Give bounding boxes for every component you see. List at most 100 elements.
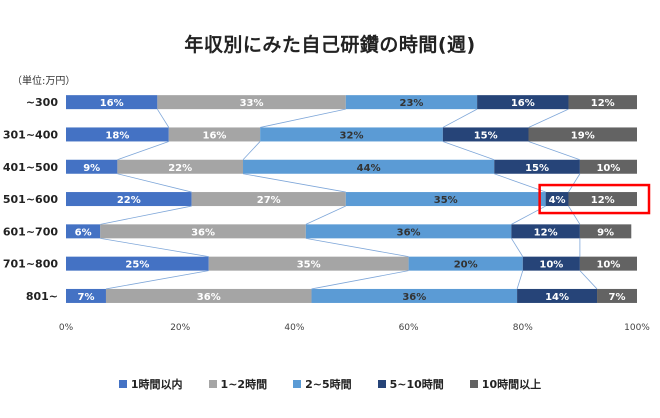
series-line bbox=[117, 173, 192, 193]
bar-segment bbox=[66, 159, 118, 174]
data-label: 6% bbox=[75, 227, 92, 238]
chart-title: 年収別にみた自己研鑽の時間(週) bbox=[184, 34, 476, 56]
legend-item: 1~2時間 bbox=[208, 376, 267, 392]
series-line bbox=[579, 270, 598, 290]
bar-segment bbox=[477, 95, 569, 110]
data-label: 10% bbox=[596, 260, 620, 271]
bar-segment bbox=[568, 95, 637, 110]
bar-segment bbox=[511, 224, 580, 239]
data-label: 36% bbox=[197, 292, 221, 303]
bar-segment bbox=[100, 224, 306, 239]
data-label: 9% bbox=[83, 163, 100, 174]
series-line bbox=[100, 237, 209, 258]
bar-segment bbox=[311, 288, 518, 303]
category-label: 801~ bbox=[26, 290, 58, 303]
bar-segment bbox=[579, 224, 632, 239]
bar-segment bbox=[568, 192, 637, 207]
data-label: 20% bbox=[454, 260, 478, 271]
x-tick-label: 20% bbox=[170, 323, 190, 333]
category-label: 601~700 bbox=[3, 225, 58, 238]
series-line bbox=[117, 141, 169, 161]
series-line bbox=[494, 173, 546, 193]
bar-segment bbox=[66, 95, 158, 110]
legend-label: 1時間以内 bbox=[130, 378, 183, 391]
bar-segment bbox=[345, 95, 478, 110]
data-label: 36% bbox=[191, 227, 215, 238]
data-label: 7% bbox=[609, 292, 626, 303]
data-label: 18% bbox=[105, 130, 129, 141]
series-line bbox=[311, 270, 409, 290]
data-label: 7% bbox=[77, 292, 94, 303]
bar-segment bbox=[545, 192, 569, 207]
legend-swatch bbox=[469, 380, 478, 388]
series-line bbox=[568, 173, 581, 193]
data-label: 36% bbox=[402, 292, 426, 303]
data-label: 9% bbox=[597, 227, 614, 238]
data-label: 12% bbox=[591, 195, 615, 206]
data-label: 44% bbox=[357, 163, 381, 174]
bar-segment bbox=[597, 288, 637, 303]
unit-label: （単位:万円） bbox=[12, 76, 76, 87]
bar-segment bbox=[191, 192, 346, 207]
category-label: 401~500 bbox=[3, 161, 58, 174]
bar-segment bbox=[260, 127, 443, 142]
data-label: 10% bbox=[539, 260, 563, 271]
legend-label: 10時間以上 bbox=[481, 378, 542, 391]
data-label: 25% bbox=[125, 260, 149, 271]
chart-legend: 1時間以内 1~2時間 2~5時間 5~10時間 10時間以上 bbox=[0, 376, 660, 392]
legend-swatch bbox=[208, 380, 217, 388]
category-label: 701~800 bbox=[3, 258, 58, 271]
x-tick-label: 40% bbox=[284, 323, 304, 333]
bar-segment bbox=[105, 288, 312, 303]
bar-segment bbox=[528, 127, 637, 142]
bar-segment bbox=[522, 256, 580, 271]
x-tick-label: 60% bbox=[399, 323, 419, 333]
series-line bbox=[305, 205, 346, 225]
bar-segment bbox=[66, 224, 101, 239]
series-line bbox=[305, 237, 409, 258]
category-label: ~300 bbox=[26, 96, 59, 109]
bar-segment bbox=[157, 95, 346, 110]
bar-segment bbox=[66, 127, 169, 142]
bar-segment bbox=[345, 192, 546, 207]
x-tick-label: 100% bbox=[624, 323, 650, 333]
series-line bbox=[442, 141, 495, 161]
data-label: 12% bbox=[591, 98, 615, 109]
data-label: 14% bbox=[545, 292, 569, 303]
bar-segment bbox=[517, 288, 598, 303]
series-line bbox=[260, 108, 346, 128]
data-label: 22% bbox=[117, 195, 141, 206]
legend-item: 1時間以内 bbox=[118, 376, 183, 392]
bar-segment bbox=[305, 224, 512, 239]
series-line bbox=[528, 141, 581, 161]
category-label: 501~600 bbox=[3, 193, 58, 206]
data-label: 22% bbox=[168, 163, 192, 174]
data-label: 16% bbox=[511, 98, 535, 109]
legend-swatch bbox=[377, 380, 386, 388]
data-label: 33% bbox=[240, 98, 264, 109]
bar-segment bbox=[579, 159, 637, 174]
data-label: 35% bbox=[297, 260, 321, 271]
category-label: 301~400 bbox=[3, 128, 58, 141]
series-line bbox=[568, 205, 581, 225]
bar-segment bbox=[494, 159, 580, 174]
series-line bbox=[442, 108, 478, 128]
data-label: 4% bbox=[549, 195, 566, 206]
data-label: 15% bbox=[525, 163, 549, 174]
series-line bbox=[242, 173, 346, 193]
data-label: 23% bbox=[399, 98, 423, 109]
legend-swatch bbox=[118, 380, 127, 388]
bar-segment bbox=[66, 256, 209, 271]
series-line bbox=[528, 108, 569, 128]
data-label: 32% bbox=[340, 130, 364, 141]
data-label: 19% bbox=[571, 130, 595, 141]
bar-segment bbox=[117, 159, 244, 174]
series-line bbox=[105, 270, 209, 290]
data-label: 16% bbox=[202, 130, 226, 141]
legend-item: 5~10時間 bbox=[377, 376, 444, 392]
bar-segment bbox=[579, 256, 637, 271]
data-label: 36% bbox=[397, 227, 421, 238]
series-line bbox=[242, 141, 261, 161]
